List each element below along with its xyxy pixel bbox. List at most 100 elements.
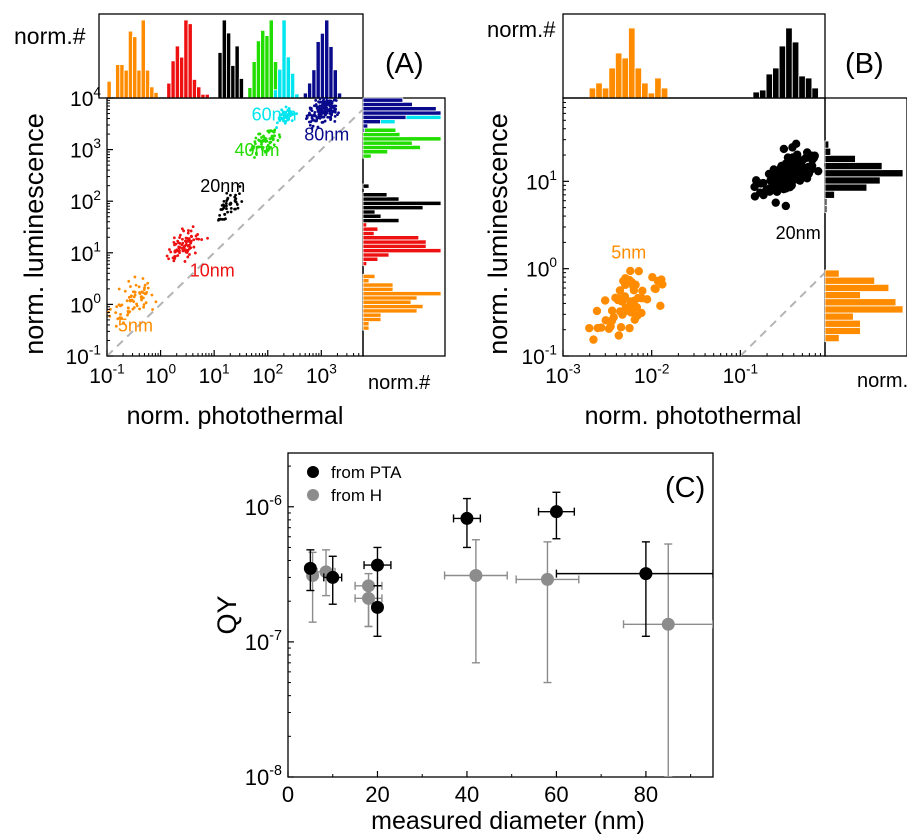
panel-a-point <box>189 246 193 250</box>
panel-a-right-hist-bar <box>362 316 382 322</box>
panel-a-y-tick-label: 10-1 <box>66 343 102 369</box>
panel-a-point <box>140 298 143 302</box>
panel-a-top-hist-bar <box>315 41 321 99</box>
panel-b-top-hist-bar <box>804 77 813 99</box>
panel-a-point <box>309 106 313 110</box>
panel-b-point <box>788 143 797 152</box>
panel-b-point <box>791 165 800 175</box>
panel-a-point <box>146 281 150 285</box>
panel-b-point <box>657 275 666 284</box>
panel-a-point <box>132 290 136 294</box>
panel-c-x-tick-label: 20 <box>365 782 389 807</box>
panel-a-point <box>182 247 186 250</box>
panel-b-point <box>800 168 810 178</box>
panel-a-point <box>184 243 188 247</box>
panel-a-point <box>226 210 229 214</box>
panel-a-series-label-5nm: 5nm <box>118 315 153 335</box>
panel-b-top-hist-bar <box>772 67 780 99</box>
panel-a-point <box>221 207 225 211</box>
panel-a-point <box>142 305 146 309</box>
panel-a-point <box>320 104 324 108</box>
panel-a-point <box>181 237 184 241</box>
panel-a-top-hist-bar <box>324 19 330 99</box>
panel-a-point <box>290 113 294 116</box>
panel-a-x-tick-label: 103 <box>306 362 337 388</box>
panel-a-point <box>146 286 150 290</box>
panel-a-point <box>279 113 283 117</box>
panel-a-point <box>186 229 190 232</box>
panel-a-point <box>281 117 285 121</box>
panel-a-y-tick-label: 100 <box>70 291 101 317</box>
panel-a-point <box>218 213 222 217</box>
panel-b-top-hist-label: norm.# <box>487 17 556 42</box>
panel-b-top-hist-bar <box>615 52 623 99</box>
panel-a-top-hist-bar <box>221 19 227 99</box>
panel-a-point <box>200 238 204 241</box>
panel-a-point <box>313 110 317 114</box>
panel-a-point <box>192 238 196 242</box>
panel-a: norm.# (A) 10-1 100 101 102 103 10-110010110… <box>14 13 446 430</box>
panel-a-point <box>140 290 144 294</box>
panel-a-point <box>143 283 147 287</box>
panel-a-right-hist-bar <box>362 144 421 151</box>
panel-a-point <box>317 115 321 118</box>
panel-a-top-hist-bar <box>247 87 253 99</box>
panel-a-point <box>275 121 279 125</box>
panel-a-point <box>135 302 138 306</box>
panel-a-point <box>278 119 282 123</box>
panel-a-point <box>295 112 299 116</box>
panel-a-top-hist-bar <box>144 69 151 99</box>
panel-a-point <box>178 249 181 252</box>
panel-a-top-hist-bar <box>166 82 172 99</box>
panel-a-point <box>322 111 325 114</box>
panel-a-right-hist-bar <box>362 196 400 202</box>
panel-a-right-hist-bar <box>362 131 401 138</box>
panel-a-point <box>129 285 132 288</box>
panel-a-point <box>229 193 232 197</box>
panel-a-point <box>144 292 148 296</box>
panel-a-point <box>150 293 154 297</box>
panel-b-right-hist-bar <box>824 319 861 328</box>
panel-a-point <box>233 207 237 211</box>
panel-a-right-hist-bar <box>362 260 368 267</box>
panel-c-point <box>469 568 483 582</box>
panel-a-right-hist-bar <box>362 110 442 116</box>
panel-a-top-hist-bar <box>149 86 155 99</box>
panel-a-point <box>132 295 136 299</box>
panel-a-top-hist-bar <box>217 52 223 99</box>
panel-b-top-hist-bar <box>588 87 597 99</box>
panel-a-point <box>130 294 133 298</box>
panel-a-point <box>217 218 220 222</box>
panel-b-right-hist-bar <box>824 205 828 214</box>
panel-b-top-hist-bar <box>621 57 629 99</box>
panel-a-point <box>173 257 177 260</box>
panel-a-point <box>178 241 182 245</box>
legend-label-from-h: from H <box>331 486 382 505</box>
panel-a-point <box>178 245 182 249</box>
panel-b-point <box>756 179 765 188</box>
panel-a-point <box>280 108 284 112</box>
panel-c-x-axis-label: measured diameter (nm) <box>371 807 645 834</box>
panel-b-x-tick-label: 10-1 <box>723 362 759 388</box>
panel-a-point <box>238 185 242 188</box>
panel-a-point <box>333 107 336 111</box>
panel-a-point <box>287 106 291 110</box>
panel-a-point <box>253 142 257 146</box>
panel-a-top-hist-bar <box>268 19 274 99</box>
panel-b-point <box>790 154 799 163</box>
panel-a-top-hist-bar <box>174 45 180 99</box>
panel-a-series-label-60nm: 60nm <box>252 104 297 124</box>
panel-a-point <box>182 229 186 233</box>
panel-a-right-histogram: norm.# <box>362 97 446 394</box>
panel-a-point <box>271 129 274 133</box>
panel-a-top-hist-bar <box>119 64 125 99</box>
panel-a-top-histogram: norm.# <box>14 13 364 99</box>
panel-a-point <box>224 217 227 221</box>
panel-a-point <box>172 236 176 240</box>
panel-a-point <box>128 310 132 314</box>
panel-b-top-hist-bar <box>654 77 662 99</box>
panel-c-y-axis-label: QY <box>212 595 242 634</box>
legend-marker-from-pta <box>307 466 319 478</box>
panel-a-top-hist-bar <box>170 60 176 99</box>
panel-a-point <box>115 305 119 309</box>
